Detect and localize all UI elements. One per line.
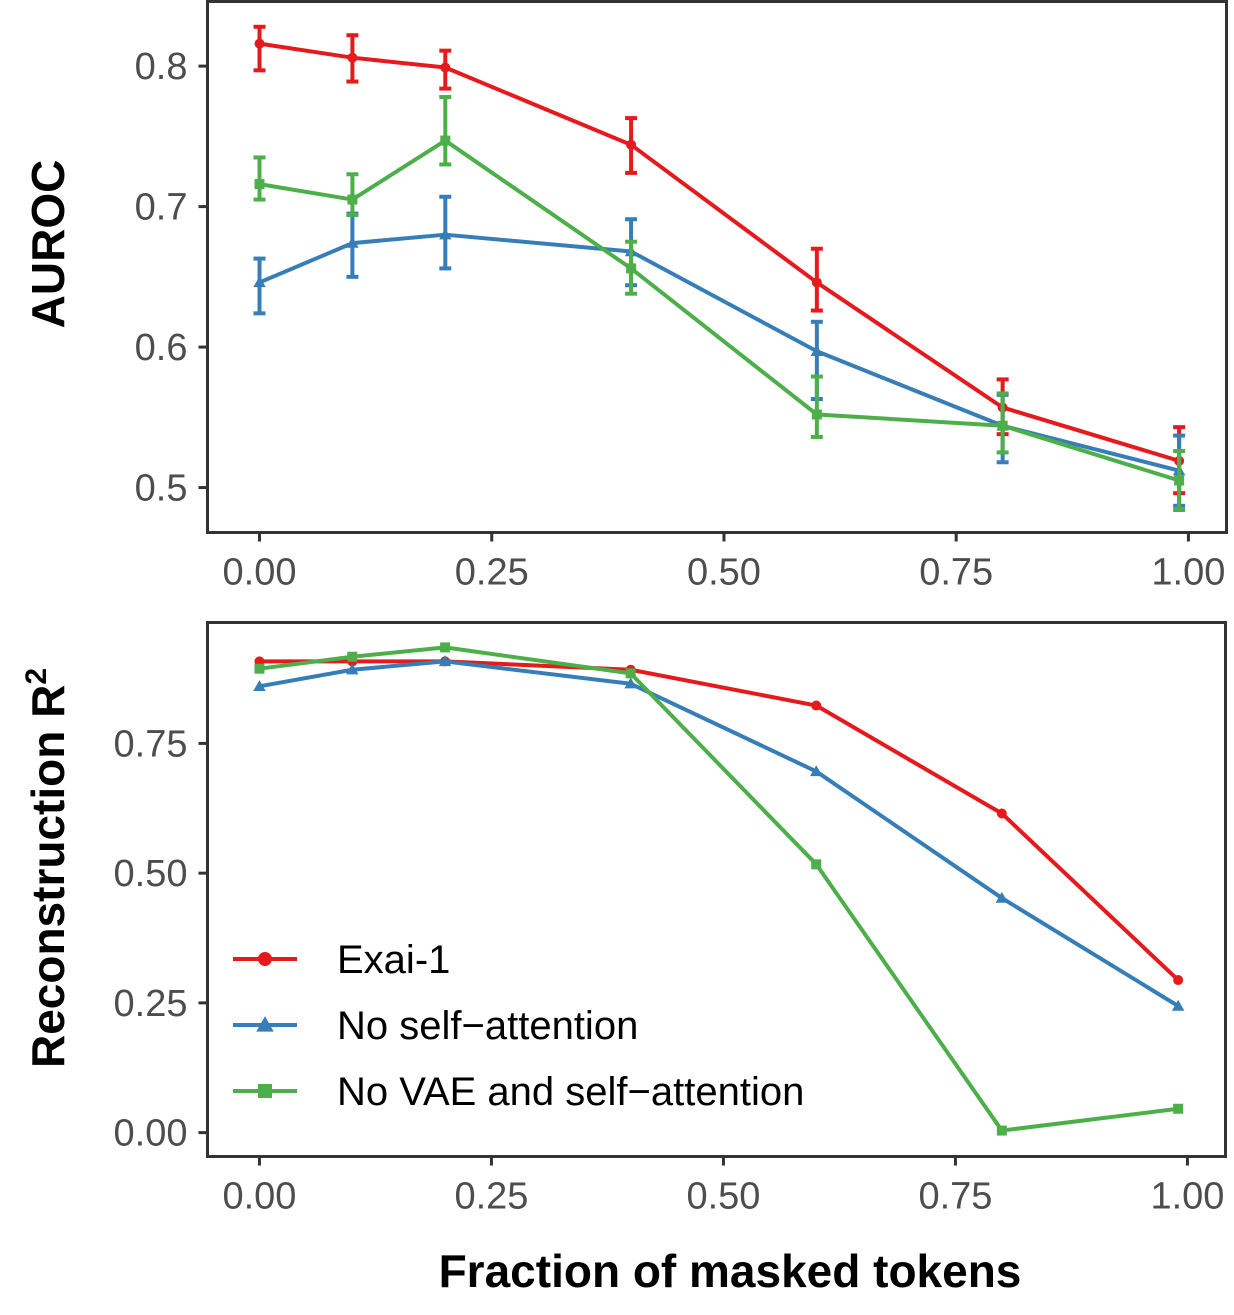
auroc-series-line [259,138,1180,483]
auroc-y-tick-label: 0.8 [135,46,188,88]
reconstruction-data-point [996,808,1007,819]
legend-marker [258,952,272,966]
auroc-panel-border [206,0,1228,534]
auroc-series-exai-1 [253,24,1186,496]
auroc-series-no-vae-and-self-attention [253,95,1186,513]
auroc-data-point [997,420,1008,431]
auroc-data-point [439,228,452,240]
auroc-data-point [626,263,637,274]
legend-label: Exai-1 [337,938,450,982]
reconstruction-y-tick-label: 0.75 [114,723,188,765]
reconstruction-y-tick-label: 0.00 [114,1113,188,1155]
reconstruction-series-no-self-attention [253,655,1185,1011]
auroc-data-point [346,236,359,248]
auroc-data-point [347,194,358,205]
auroc-data-point [1174,475,1185,486]
auroc-x-axis: 0.00 0.25 0.50 0.75 1.00 [223,532,1225,594]
auroc-data-point [253,276,266,288]
reconstruction-data-point [346,663,359,675]
reconstruction-y-axis-title: Reconstruction R2 [20,668,74,1068]
reconstruction-y-tick-label: 0.25 [114,983,188,1025]
reconstruction-x-tick-label: 0.25 [454,1176,528,1218]
reconstruction-series-line [259,645,1179,1133]
auroc-data-point [440,62,451,73]
auroc-x-tick-label: 0.50 [687,552,761,594]
reconstruction-series-no-vae-and-self-attention [254,642,1184,1136]
auroc-y-tick-label: 0.6 [135,327,188,369]
reconstruction-panel-border [206,621,1227,1158]
legend-marker [256,1016,274,1032]
auroc-data-point [254,38,265,49]
legend-item: Exai-1 [233,938,450,982]
auroc-data-point [810,345,824,356]
x-axis-title: Fraction of masked tokens [439,1245,1022,1297]
reconstruction-data-point [440,642,451,653]
auroc-data-point [626,139,637,150]
reconstruction-x-tick-label: 0.75 [918,1176,992,1218]
auroc-x-tick-label: 0.75 [919,552,993,594]
reconstruction-x-tick-label: 0.50 [686,1176,760,1218]
auroc-data-point [811,277,822,288]
auroc-y-tick-label: 0.7 [135,187,188,229]
reconstruction-data-point [624,677,637,689]
auroc-panel: 0.00 0.25 0.50 0.75 1.00 0.5 0.6 0.7 0.8 AUROC [22,0,1228,594]
reconstruction-data-point [625,668,636,679]
reconstruction-y-axis-title-main: Reconstruction R [22,685,74,1068]
auroc-data-point [440,135,451,146]
reconstruction-series-line [259,659,1180,982]
auroc-series-line [259,41,1180,463]
auroc-y-axis-title: AUROC [22,160,74,329]
auroc-y-tick-label: 0.5 [135,468,188,510]
auroc-error-bar [810,374,823,439]
auroc-error-bar [439,95,452,167]
auroc-y-axis: 0.5 0.6 0.7 0.8 [135,46,208,510]
reconstruction-panel: 0.00 0.25 0.50 0.75 1.00 0.00 0.25 0.50 0.75 Re… [20,621,1227,1218]
reconstruction-data-point [996,1125,1007,1136]
reconstruction-plot-area [253,642,1185,1136]
reconstruction-data-point [810,765,823,777]
reconstruction-data-point [811,700,822,711]
reconstruction-x-axis: 0.00 0.25 0.50 0.75 1.00 [222,1156,1224,1218]
reconstruction-y-axis-title-superscript: 2 [20,668,53,685]
reconstruction-data-point [254,663,265,674]
legend-item: No self−attention [233,1004,638,1048]
legend: Exai-1 No self−attention No VAE and self−a… [233,938,804,1114]
reconstruction-data-point [438,655,452,667]
auroc-series-line [258,232,1180,473]
legend-item: No VAE and self−attention [233,1070,804,1114]
reconstruction-data-point [995,891,1009,903]
legend-label: No self−attention [337,1004,638,1048]
auroc-plot-area [253,24,1186,513]
legend-marker [258,1084,272,1098]
reconstruction-series-exai-1 [254,656,1184,986]
reconstruction-y-axis: 0.00 0.25 0.50 0.75 [114,723,208,1155]
reconstruction-data-point [253,680,266,692]
auroc-data-point [811,409,822,420]
auroc-data-point [347,52,358,63]
reconstruction-x-tick-label: 1.00 [1150,1176,1224,1218]
auroc-series-no-self-attention [253,194,1186,508]
reconstruction-data-point [1171,999,1185,1011]
reconstruction-data-point [1173,1103,1184,1114]
reconstruction-data-point [811,859,822,870]
auroc-data-point [254,179,265,190]
auroc-error-bar [253,155,266,202]
auroc-x-tick-label: 1.00 [1151,552,1225,594]
legend-label: No VAE and self−attention [337,1070,804,1114]
auroc-x-tick-label: 0.00 [223,552,297,594]
reconstruction-data-point [1173,975,1184,986]
reconstruction-data-point [347,651,358,662]
auroc-x-tick-label: 0.25 [455,552,529,594]
reconstruction-x-tick-label: 0.00 [222,1176,296,1218]
reconstruction-y-tick-label: 0.50 [114,853,188,895]
